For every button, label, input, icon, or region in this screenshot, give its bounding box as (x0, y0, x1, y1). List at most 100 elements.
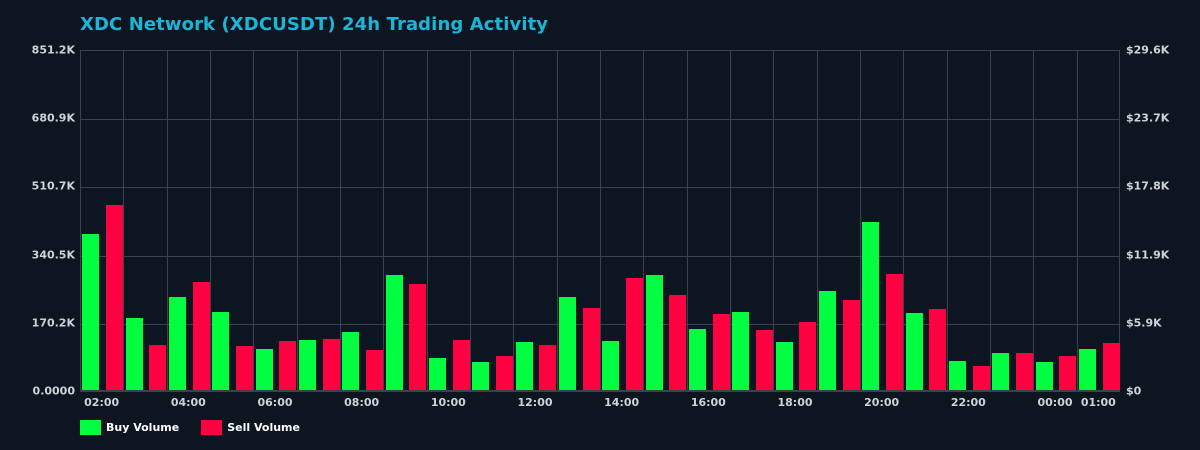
grid-line-vertical (470, 51, 471, 391)
buy-volume-bar[interactable] (212, 312, 230, 391)
buy-volume-bar[interactable] (82, 233, 100, 391)
sell-swatch-icon (201, 420, 223, 435)
buy-volume-bar[interactable] (905, 312, 923, 391)
grid-line-vertical (426, 51, 428, 391)
buy-volume-bar[interactable] (255, 348, 273, 391)
sell-volume-bar[interactable] (712, 314, 730, 391)
buy-volume-bar[interactable] (429, 358, 447, 391)
y-tick-label-left: 510.7K (31, 179, 75, 193)
y-tick-label-left: 680.9K (31, 111, 75, 125)
buy-volume-bar[interactable] (775, 342, 793, 391)
legend-item-sell[interactable]: Sell Volume (201, 420, 300, 435)
buy-volume-bar[interactable] (559, 296, 577, 391)
sell-volume-bar[interactable] (495, 356, 513, 391)
grid-line-vertical (600, 51, 601, 391)
sell-volume-bar[interactable] (192, 282, 210, 391)
sell-volume-bar[interactable] (582, 308, 600, 391)
grid-line-vertical (1076, 51, 1078, 391)
y-tick-label-left: 340.5K (31, 248, 75, 262)
plot-area (80, 50, 1120, 391)
sell-volume-bar[interactable] (539, 344, 557, 391)
sell-volume-bar[interactable] (972, 366, 990, 391)
x-tick-label: 16:00 (690, 396, 726, 409)
grid-line-vertical (383, 51, 385, 391)
sell-volume-bar[interactable] (625, 278, 643, 391)
buy-volume-bar[interactable] (125, 318, 143, 391)
sell-volume-bar[interactable] (842, 300, 860, 391)
y-tick-label-left: 851.2K (31, 43, 75, 57)
sell-volume-bar[interactable] (409, 284, 427, 391)
grid-line-vertical (903, 51, 905, 391)
sell-volume-bar[interactable] (365, 350, 383, 391)
buy-volume-bar[interactable] (169, 296, 187, 391)
buy-volume-bar[interactable] (645, 274, 663, 391)
grid-line-vertical (296, 51, 298, 391)
sell-volume-bar[interactable] (322, 338, 340, 391)
chart-title: XDC Network (XDCUSDT) 24h Trading Activi… (80, 14, 549, 35)
sell-volume-bar[interactable] (149, 344, 167, 391)
sell-volume-bar[interactable] (929, 308, 947, 391)
buy-volume-bar[interactable] (1035, 362, 1053, 391)
buy-volume-bar[interactable] (342, 332, 360, 391)
x-tick-label: 14:00 (604, 396, 640, 409)
grid-line-vertical (210, 51, 211, 391)
x-tick-label: 12:00 (517, 396, 553, 409)
sell-volume-bar[interactable] (1015, 352, 1033, 391)
buy-volume-bar[interactable] (992, 352, 1010, 391)
buy-volume-bar[interactable] (732, 312, 750, 391)
buy-volume-bar[interactable] (862, 221, 880, 391)
grid-line-vertical (860, 51, 861, 391)
buy-volume-bar[interactable] (949, 360, 967, 391)
x-tick-label: 22:00 (950, 396, 986, 409)
x-axis-line (80, 390, 1120, 392)
grid-line-vertical (990, 51, 991, 391)
sell-volume-bar[interactable] (799, 322, 817, 391)
sell-volume-bar[interactable] (755, 330, 773, 391)
x-tick-label: 01:00 (1080, 396, 1116, 409)
buy-swatch-icon (80, 420, 101, 435)
grid-line-vertical (1033, 51, 1035, 391)
sell-volume-bar[interactable] (235, 346, 253, 391)
buy-volume-bar[interactable] (299, 340, 317, 391)
buy-volume-bar[interactable] (689, 328, 707, 391)
grid-line-vertical (686, 51, 688, 391)
x-tick-label: 06:00 (257, 396, 293, 409)
buy-volume-bar[interactable] (819, 290, 837, 391)
buy-volume-bar[interactable] (1079, 348, 1097, 391)
y-tick-label-left: 170.2K (31, 316, 75, 330)
y-tick-label-right: $0 (1126, 384, 1142, 398)
legend-item-buy[interactable]: Buy Volume (80, 420, 179, 435)
x-tick-label: 08:00 (344, 396, 380, 409)
grid-line-vertical (340, 51, 341, 391)
legend-label-sell: Sell Volume (227, 421, 300, 434)
grid-line-vertical (730, 51, 731, 391)
y-tick-label-right: $17.8K (1126, 179, 1170, 193)
x-tick-label: 04:00 (170, 396, 206, 409)
grid-line-vertical (643, 51, 645, 391)
x-tick-label: 00:00 (1037, 396, 1073, 409)
buy-volume-bar[interactable] (385, 274, 403, 391)
grid-line-vertical (556, 51, 558, 391)
sell-volume-bar[interactable] (885, 274, 903, 391)
grid-line-vertical (166, 51, 168, 391)
grid-line-vertical (946, 51, 948, 391)
buy-volume-bar[interactable] (472, 362, 490, 391)
sell-volume-bar[interactable] (669, 294, 687, 391)
sell-volume-bar[interactable] (1059, 356, 1077, 391)
sell-volume-bar[interactable] (279, 340, 297, 391)
grid-line-vertical (773, 51, 775, 391)
x-tick-label: 02:00 (84, 396, 120, 409)
legend: Buy Volume Sell Volume (80, 420, 322, 435)
y-tick-label-right: $29.6K (1126, 43, 1170, 57)
sell-volume-bar[interactable] (105, 205, 123, 391)
sell-volume-bar[interactable] (452, 340, 470, 391)
sell-volume-bar[interactable] (1102, 342, 1120, 391)
grid-line-vertical (123, 51, 125, 391)
x-tick-label: 10:00 (430, 396, 466, 409)
grid-line-vertical (816, 51, 818, 391)
buy-volume-bar[interactable] (602, 340, 620, 391)
buy-volume-bar[interactable] (515, 342, 533, 391)
legend-label-buy: Buy Volume (106, 421, 180, 434)
x-tick-label: 18:00 (777, 396, 813, 409)
grid-line-vertical (253, 51, 255, 391)
